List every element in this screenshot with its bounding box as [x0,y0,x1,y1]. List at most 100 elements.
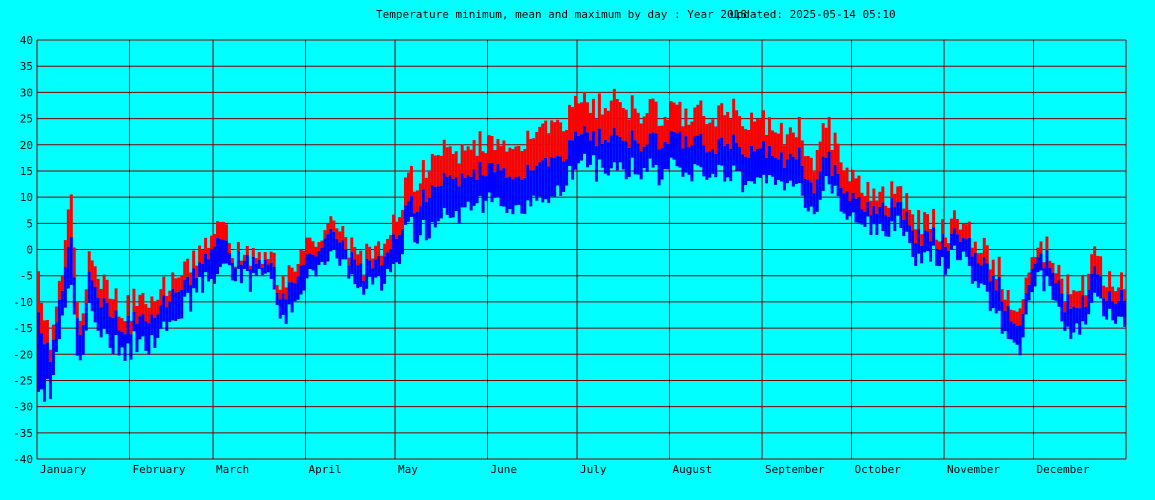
bar-max [702,115,706,146]
bar-mean-min [735,142,739,171]
bar-max [782,145,786,168]
bar-mean-min [475,179,479,204]
bar-max [481,151,485,176]
bar-mean-min [233,268,237,282]
bar-mean-min [153,317,157,348]
bar-mean-min [905,211,909,232]
bar-mean-min [344,249,348,260]
bar-mean-min [60,290,64,316]
bar-mean-min [591,131,595,156]
bar-mean-min [884,215,888,237]
bar-max [812,171,816,194]
bar-mean-min [365,258,369,289]
bar-mean-min [1030,268,1034,293]
bar-mean-min [69,237,73,285]
bar-mean-min [812,193,816,215]
bar-mean-min [308,253,312,269]
bar-max [1087,273,1091,290]
bar-max [84,289,88,304]
bar-max [1012,310,1016,324]
bar-max [102,274,106,299]
bar-mean-min [779,152,783,182]
bar-mean-min [794,159,798,185]
bar-max [1072,290,1076,307]
bar-mean-min [1108,291,1112,309]
bar-max [383,243,387,257]
bar-max [520,151,524,180]
bar-mean-min [633,140,637,175]
bar-mean-min [612,127,616,163]
bar-mean-min [37,312,40,392]
bar-max [224,224,228,241]
bar-mean-min [72,277,76,315]
bar-mean-min [213,246,217,284]
bar-mean-min [875,213,879,235]
y-tick-label: -25 [13,374,33,387]
bar-mean-min [48,362,52,400]
bar-mean-min [272,266,276,290]
bar-mean-min [857,196,861,223]
bar-mean-min [842,193,846,214]
bar-mean-min [741,154,745,193]
bar-mean-min [177,291,181,320]
bar-mean-min [806,179,810,212]
bar-max [1042,262,1046,269]
bar-max [490,136,494,163]
bar-mean-min [159,305,163,329]
bar-max [320,240,324,248]
month-label: June [491,463,518,476]
bar-max [1009,309,1013,322]
bar-mean-min [1027,284,1031,301]
bar-max [609,100,613,136]
bar-mean-min [550,157,554,197]
bar-max [941,219,944,235]
bar-mean-min [1114,304,1118,324]
bar-mean-min [1117,300,1121,317]
bar-mean-min [457,186,461,224]
bar-mean-min [1051,272,1055,300]
bar-mean-min [84,303,88,331]
bar-mean-min [577,135,580,164]
bar-max [705,124,709,153]
bar-mean-min [377,255,381,277]
bar-mean-min [869,215,873,236]
bar-mean-min [165,307,169,331]
y-axis-ticks: 40 35 30 25 20 15 10 5 0 -5 -10 -15 -20 -25 -30 -35 -40 [13,34,33,466]
bar-max [1078,290,1082,309]
bar-max [550,120,554,158]
bar-max [269,251,273,263]
bar-max [827,116,831,152]
bar-mean-min [204,253,208,273]
bar-mean-min [791,156,795,187]
x-axis-months: January February March April May June July Augu… [40,463,1090,476]
bar-mean-min [374,259,378,278]
bar-mean-min [618,137,622,163]
bar-max [403,177,407,206]
bar-max [335,228,339,239]
bar-mean-min [216,238,219,275]
bar-max [114,288,118,311]
bar-max [708,122,712,152]
bar-mean-min [726,143,730,178]
month-label: May [398,463,418,476]
bar-mean-min [815,179,819,212]
y-tick-label: -40 [13,453,33,466]
bar-max [341,226,345,241]
bar-mean-min [496,163,500,197]
bar-max [1063,301,1067,313]
bar-max [1081,274,1085,295]
bar-max [842,170,846,194]
bar-max [1069,294,1073,309]
bar-max [764,134,768,158]
bar-max [624,109,628,142]
bar-mean-min [323,238,327,265]
bar-mean-min [827,151,831,185]
bar-mean-min [952,228,956,246]
bar-max [377,241,381,256]
bar-max [1066,274,1070,295]
bar-max [565,130,569,160]
bar-mean-min [433,186,437,228]
bar-mean-min [958,241,962,261]
bar-mean-min [299,265,303,295]
bar-max [1108,270,1112,292]
